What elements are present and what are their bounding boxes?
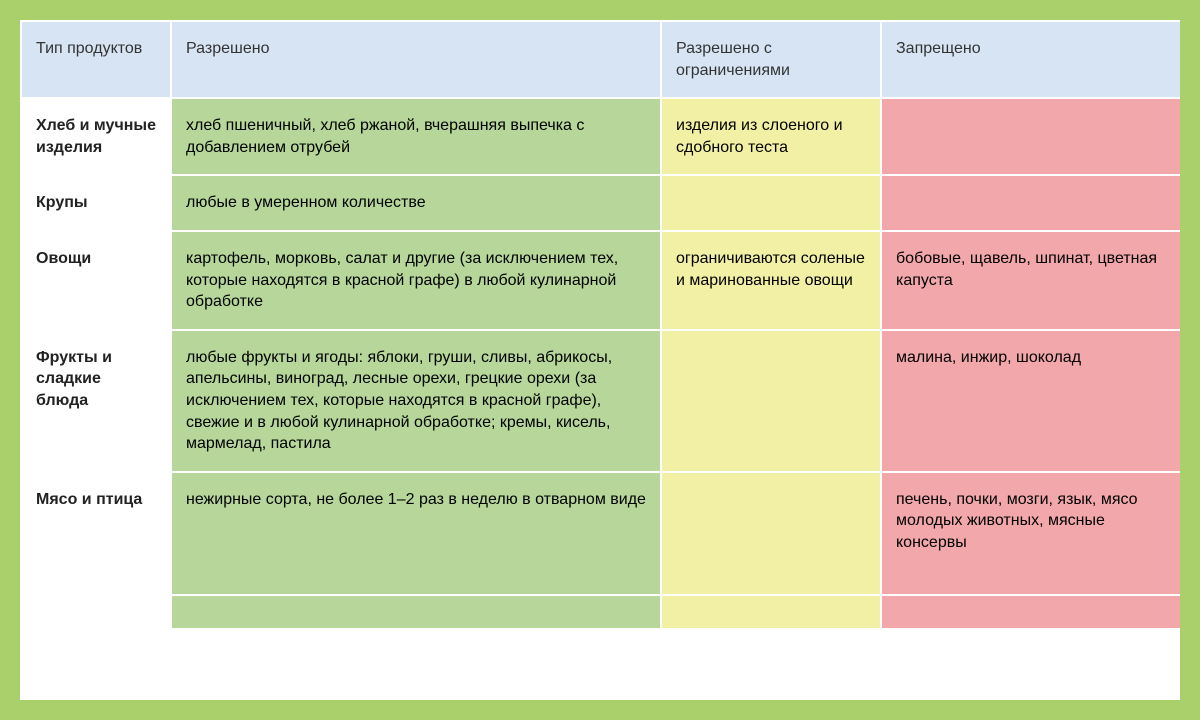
table-row: Крупы любые в умеренном количестве	[21, 175, 1180, 231]
row-label: Фрукты и сладкие блюда	[21, 330, 171, 472]
cell-forbidden: печень, почки, мозги, язык, мясо молодых…	[881, 472, 1180, 595]
cell-limited	[661, 595, 881, 629]
col-header-forbidden: Запрещено	[881, 21, 1180, 98]
cell-limited	[661, 175, 881, 231]
cell-allowed: нежирные сорта, не более 1–2 раз в недел…	[171, 472, 661, 595]
cell-limited	[661, 330, 881, 472]
table-frame: Тип продуктов Разрешено Разрешено с огра…	[20, 20, 1180, 700]
cell-allowed: любые фрукты и ягоды: яблоки, груши, сли…	[171, 330, 661, 472]
cell-forbidden: малина, инжир, шоколад	[881, 330, 1180, 472]
cell-limited: изделия из слоеного и сдобного теста	[661, 98, 881, 175]
cell-allowed	[171, 595, 661, 629]
row-label	[21, 595, 171, 629]
col-header-type: Тип продуктов	[21, 21, 171, 98]
row-label: Мясо и птица	[21, 472, 171, 595]
col-header-limited: Разрешено с ограничениями	[661, 21, 881, 98]
cell-allowed: любые в умеренном количестве	[171, 175, 661, 231]
table-header-row: Тип продуктов Разрешено Разрешено с огра…	[21, 21, 1180, 98]
cell-allowed: картофель, морковь, салат и другие (за и…	[171, 231, 661, 330]
row-label: Хлеб и мучные изделия	[21, 98, 171, 175]
table-row	[21, 595, 1180, 629]
cell-forbidden	[881, 98, 1180, 175]
diet-table: Тип продуктов Разрешено Разрешено с огра…	[20, 20, 1180, 630]
cell-forbidden: бобовые, щавель, шпинат, цветная капуста	[881, 231, 1180, 330]
cell-forbidden	[881, 175, 1180, 231]
table-row: Фрукты и сладкие блюда любые фрукты и яг…	[21, 330, 1180, 472]
cell-limited: ограничиваются соленые и маринованные ов…	[661, 231, 881, 330]
cell-allowed: хлеб пшеничный, хлеб ржаной, вчерашняя в…	[171, 98, 661, 175]
table-body: Хлеб и мучные изделия хлеб пшеничный, хл…	[21, 98, 1180, 628]
table-row: Хлеб и мучные изделия хлеб пшеничный, хл…	[21, 98, 1180, 175]
row-label: Крупы	[21, 175, 171, 231]
row-label: Овощи	[21, 231, 171, 330]
table-row: Мясо и птица нежирные сорта, не более 1–…	[21, 472, 1180, 595]
table-row: Овощи картофель, морковь, салат и другие…	[21, 231, 1180, 330]
cell-forbidden	[881, 595, 1180, 629]
cell-limited	[661, 472, 881, 595]
col-header-allowed: Разрешено	[171, 21, 661, 98]
